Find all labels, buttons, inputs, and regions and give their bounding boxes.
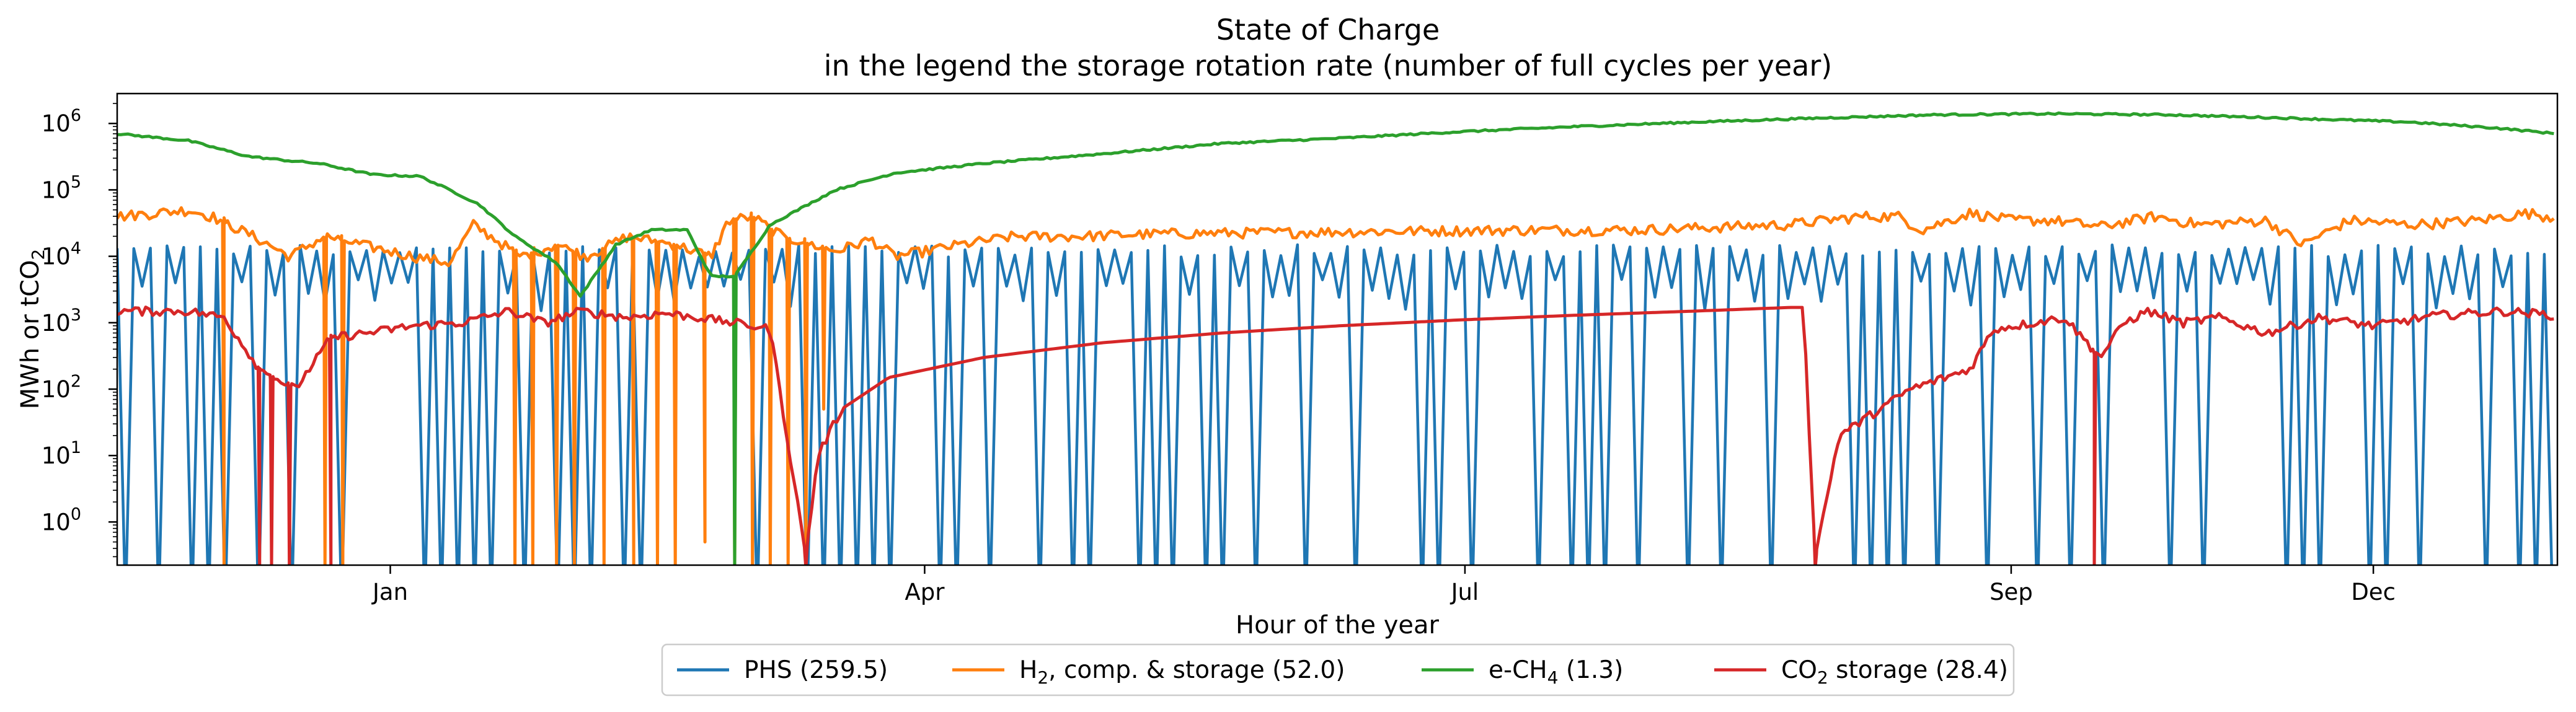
y-tick-label-3: 103 bbox=[42, 305, 81, 336]
y-tick-label-1: 101 bbox=[42, 438, 81, 469]
legend-label-2: e-CH4 (1.3) bbox=[1489, 656, 1623, 688]
chart-subtitle: in the legend the storage rotation rate … bbox=[824, 49, 1832, 82]
y-axis-label-text: MWh or tCO bbox=[16, 260, 45, 409]
legend-label-0: PHS (259.5) bbox=[744, 656, 888, 684]
y-tick-label-6: 106 bbox=[42, 106, 81, 137]
series-line-1 bbox=[117, 206, 2555, 565]
x-tick-label-3: Sep bbox=[1990, 579, 2033, 605]
series-line-2 bbox=[117, 111, 2554, 565]
y-axis-label-sub: 2 bbox=[28, 249, 48, 260]
series-line-3 bbox=[117, 305, 2554, 565]
plot-frame bbox=[116, 92, 2559, 566]
x-axis-label: Hour of the year bbox=[1236, 611, 1439, 639]
series-line-0 bbox=[117, 243, 2553, 565]
y-tick-label-0: 100 bbox=[42, 504, 81, 535]
y-axis: 100 101 102 103 104 105 106 bbox=[42, 103, 117, 558]
series-layer bbox=[117, 111, 2555, 565]
y-tick-label-4: 104 bbox=[42, 239, 81, 270]
y-tick-label-2: 102 bbox=[42, 372, 81, 403]
y-tick-label-5: 105 bbox=[42, 172, 81, 203]
x-tick-label-1: Apr bbox=[905, 579, 945, 605]
x-tick-label-4: Dec bbox=[2351, 579, 2396, 605]
chart-title: State of Charge bbox=[1216, 13, 1440, 46]
legend-label-3: CO2 storage (28.4) bbox=[1781, 656, 2008, 688]
y-axis-label: MWh or tCO2 bbox=[16, 249, 48, 410]
legend-label-1: H2, comp. & storage (52.0) bbox=[1019, 656, 1345, 688]
x-axis: Jan Apr Jul Sep Dec bbox=[371, 565, 2396, 605]
legend: PHS (259.5) H2, comp. & storage (52.0) e-C… bbox=[661, 643, 2015, 697]
legend-box bbox=[661, 643, 2015, 697]
x-tick-label-2: Jul bbox=[1450, 579, 1479, 605]
x-tick-label-0: Jan bbox=[371, 579, 408, 605]
